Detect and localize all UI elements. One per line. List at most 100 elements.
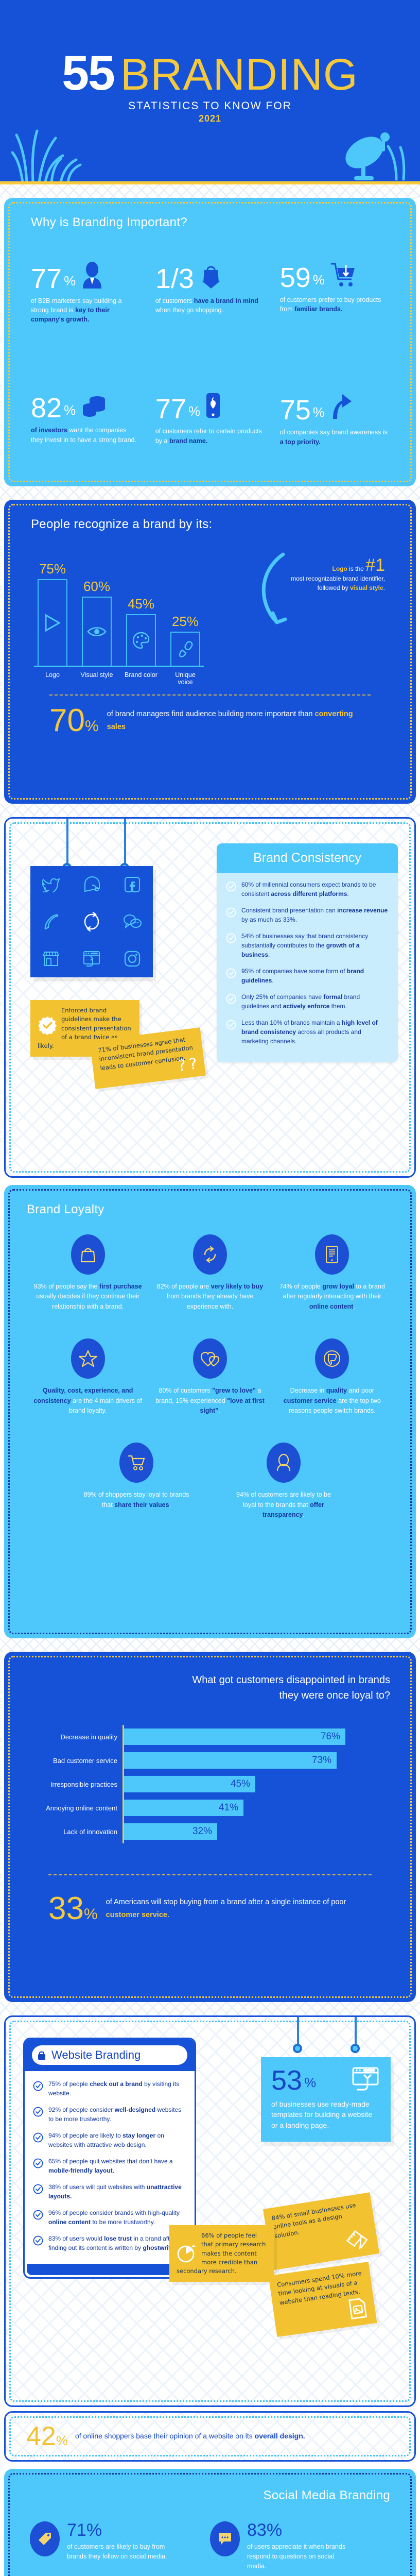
social-text: of users appreciate it when brands respo…	[247, 2543, 346, 2570]
refresh-cycle-outline-icon	[204, 1246, 216, 1263]
disappointment-bar-chart: Decrease in quality 76% Bad customer ser…	[30, 1725, 390, 1843]
bullet-text: 75% of people check out a brand by visit…	[48, 2080, 180, 2097]
loyalty-text: 74% of people grow loyal to a brand afte…	[279, 1283, 385, 1310]
hbar-value: 45%	[124, 1776, 255, 1792]
hero-title: 55 BRANDING	[0, 49, 420, 98]
footnote-number: 70%	[49, 703, 99, 738]
hatch-strip	[0, 486, 420, 500]
loyalty-content: Brand Loyalty 93% of people say the firs…	[9, 1190, 411, 1633]
hang-ring-right	[351, 2044, 360, 2053]
price-tag-icon	[39, 2533, 51, 2545]
card-footer-bar	[27, 2264, 192, 2275]
bullet-item: 54% of businesses say that brand consist…	[226, 931, 389, 959]
logo-callout: Logo is the #1 most recognizable brand i…	[261, 552, 385, 624]
stat-percent: %	[64, 402, 76, 418]
hbar-label: Lack of innovation	[63, 1827, 117, 1836]
social-content: Social Media Branding 71% of customers a…	[9, 2474, 411, 2576]
hbar-axis	[122, 1749, 124, 1772]
disappointment-content: What got customers disappointed in brand…	[9, 1657, 411, 1997]
bullet-item: 94% of people are likely to stay longer …	[33, 2131, 186, 2149]
shopping-cart-icon	[330, 262, 357, 291]
why-stats-row-2: 82 % of investors want the companies the…	[31, 392, 389, 446]
chat-bubbles-icon	[124, 914, 142, 929]
bullet-item: 75% of people check out a brand by visit…	[33, 2079, 186, 2098]
bullet-text: 65% of people quit websites that don’t h…	[48, 2158, 173, 2174]
callout-bold: visual style	[349, 584, 383, 591]
hbar-label: Bad customer service	[53, 1756, 117, 1765]
sticky-note-text: 66% of people feel that primary research…	[177, 2232, 266, 2275]
chart-baseline	[34, 666, 204, 667]
website-branding-card: Website Branding 75% of people check out…	[23, 2038, 196, 2279]
stat-text: of customers have a brand in mind when t…	[155, 297, 258, 314]
bullet-text: 60% of millennial consumers expect brand…	[241, 881, 376, 897]
bullet-item: Consistent brand presentation can increa…	[226, 906, 389, 924]
bar-logo: 75%	[36, 561, 69, 666]
bullet-item: 65% of people quit websites that don’t h…	[33, 2157, 186, 2175]
why-branding-title: Why is Branding Important?	[31, 215, 187, 229]
hbar-row: Decrease in quality 76%	[30, 1725, 390, 1749]
bullet-text: 83% of users would lose trust in a brand…	[48, 2235, 182, 2251]
hearts-icon	[200, 1352, 220, 1367]
stat-percent: %	[312, 404, 325, 420]
stat-text: of B2B marketers say building a strong b…	[31, 297, 122, 324]
bar-value-label: 60%	[83, 579, 111, 594]
twitter-icon	[42, 878, 60, 892]
loyalty-item-repeat-buy: 82% of people are very likely to buy fro…	[155, 1234, 265, 1312]
check-circle-icon	[226, 968, 236, 981]
stat-text: of customers prefer to buy products from…	[279, 296, 381, 313]
recognize-content: People recognize a brand by its: 75% 60%	[9, 505, 411, 799]
hero-subtitle: STATISTICS TO KNOW FOR	[128, 100, 292, 112]
lock-icon	[38, 2051, 45, 2060]
sticky-note-text: Enforced brand guidelines make the consi…	[38, 1007, 131, 1049]
loyalty-text: 93% of people say the first purchase usu…	[33, 1283, 142, 1310]
browser-window-icon	[83, 951, 100, 967]
brand-consistency-panel: Enforced brand guidelines make the consi…	[4, 817, 416, 1178]
hbar-row: Lack of innovation 32%	[30, 1820, 390, 1843]
eye-icon	[87, 627, 107, 636]
why-branding-panel: Why is Branding Important? 77 % of B2B m…	[4, 198, 416, 486]
bullet-text: 96% of people consider brands with high-…	[48, 2209, 180, 2226]
bullet-text: 92% of people consider well-designed web…	[48, 2106, 182, 2123]
check-circle-icon	[33, 2184, 43, 2197]
why-stats-row-1: 77 % of B2B marketers say building a str…	[31, 262, 389, 324]
satellite-dish-icon	[345, 132, 406, 181]
image-file-icon	[348, 2298, 367, 2319]
bar-rect	[82, 597, 112, 666]
social-item-body: 83% of users appreciate it when brands r…	[247, 2521, 350, 2571]
stat-card-77-brand-name: 77 % of customers refer to certain produ…	[155, 392, 265, 446]
bar-visual-style: 60%	[80, 579, 113, 666]
loyalty-dashed-border	[8, 1189, 412, 1634]
verified-badge-icon	[38, 1016, 57, 1035]
bullet-item: 92% of people consider well-designed web…	[33, 2105, 186, 2124]
hero-year: 2021	[198, 113, 222, 124]
stat-card-75-brand-awareness: 75 % of companies say brand awareness is…	[280, 392, 389, 446]
social-text: of customers are likely to buy from bran…	[67, 2543, 167, 2560]
hbar-row: Bad customer service 73%	[30, 1749, 390, 1772]
social-dashed-border	[8, 2473, 412, 2576]
loyalty-item-first-purchase: 93% of people say the first purchase usu…	[33, 1234, 143, 1312]
bullet-text: 38% of users will quit websites with una…	[48, 2183, 182, 2200]
hang-card-number: 53	[271, 2064, 303, 2096]
strip-number: 42%	[26, 2421, 68, 2451]
why-dashed-border	[8, 202, 412, 482]
bullet-item: 83% of users would lose trust in a brand…	[33, 2234, 186, 2252]
check-circle-icon	[33, 2158, 43, 2171]
overall-design-strip: 42% of online shoppers base their opinio…	[4, 2411, 416, 2462]
stat-value: 77	[31, 263, 62, 294]
hbar-axis	[122, 1772, 124, 1796]
bar-rect	[170, 632, 200, 666]
stat-card-82-investors: 82 % of investors want the companies the…	[31, 392, 140, 446]
card-bullets: 60% of millennial consumers expect brand…	[217, 873, 398, 1062]
hang-card-text: of businesses use ready-made templates f…	[271, 2100, 373, 2129]
stat-card-77-b2b: 77 % of B2B marketers say building a str…	[31, 262, 140, 324]
bar-value-label: 25%	[171, 614, 199, 629]
hang-string-left	[66, 819, 68, 868]
tick-label: Brand color	[125, 671, 157, 679]
card-title: Website Branding	[51, 2048, 141, 2061]
check-circle-icon	[33, 2107, 43, 2120]
ruler-pencil-icon	[346, 2230, 368, 2250]
social-media-branding-panel: Social Media Branding 71% of customers a…	[4, 2469, 416, 2576]
pie-chart-icon	[177, 2245, 196, 2263]
loyalty-text: 80% of customers "grew to love" a brand,…	[155, 1387, 265, 1414]
